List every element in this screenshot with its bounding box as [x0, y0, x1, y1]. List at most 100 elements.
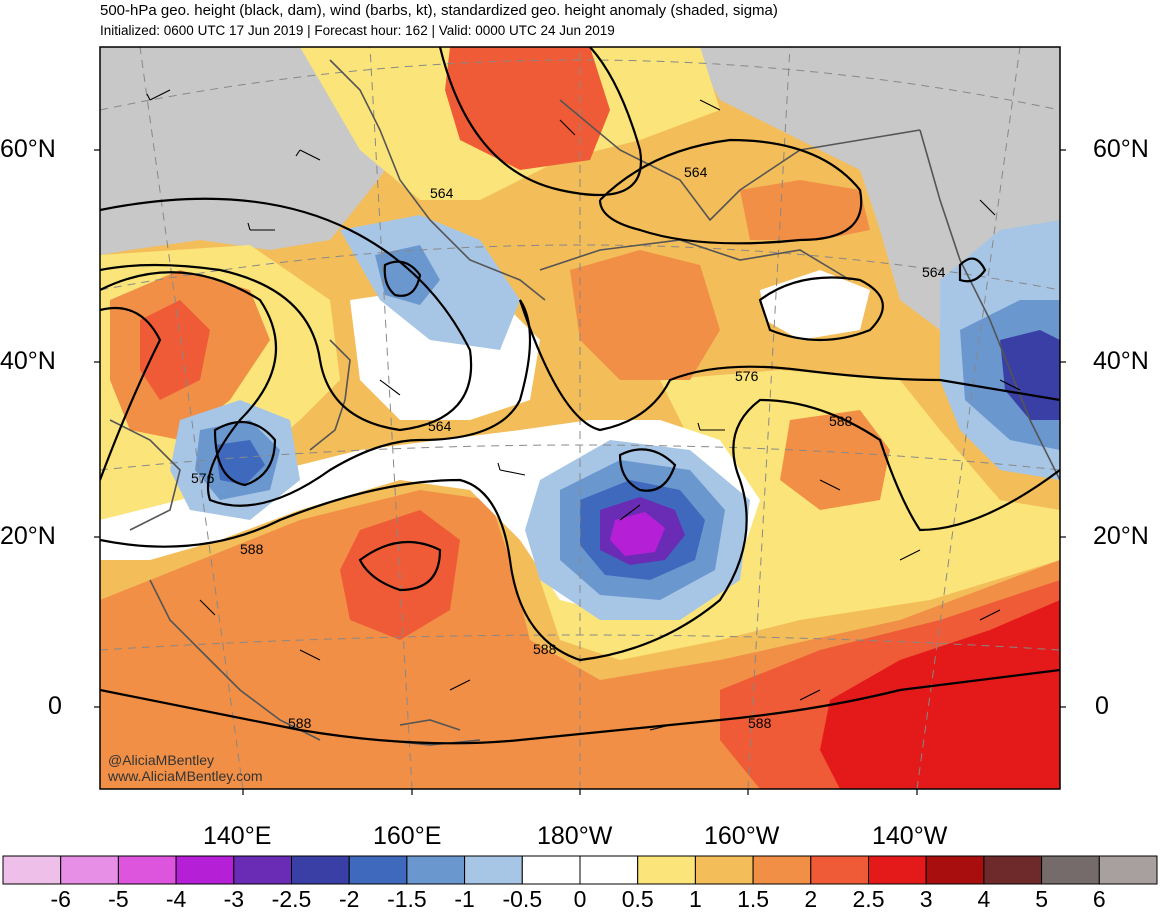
colorbar-label: -2.5	[271, 886, 312, 912]
lat-label-right: 20°N	[1093, 522, 1149, 550]
colorbar-swatch	[2, 855, 62, 885]
colorbar-swatch	[406, 855, 466, 885]
colorbar-label: 1.5	[737, 886, 770, 912]
height-contours	[100, 47, 1060, 745]
lat-label-left: 20°N	[0, 522, 56, 550]
colorbar-swatch	[868, 855, 927, 885]
coast-philippines	[149, 579, 321, 741]
colorbar-label: -5	[108, 886, 129, 912]
coast-china	[109, 419, 181, 531]
contour-label: 588	[829, 413, 853, 429]
lon-label: 140°W	[872, 822, 948, 850]
contour-label: 564	[684, 164, 708, 180]
anomaly-redorange-west	[140, 300, 210, 400]
coast-kamchatka	[329, 59, 546, 301]
coast-aleutians	[539, 239, 851, 281]
lat-label-right: 40°N	[1093, 347, 1149, 375]
colorbar-label: 0.5	[621, 886, 654, 912]
anomaly-blue-japan-core	[215, 440, 265, 485]
colorbar-label: 4	[977, 886, 991, 912]
anomaly-white-gulf	[760, 270, 870, 340]
coast-north-america	[919, 129, 1060, 481]
map-subtitle: Initialized: 0600 UTC 17 Jun 2019 | Fore…	[100, 23, 615, 38]
lon-label: 160°E	[373, 822, 442, 850]
colorbar-swatch	[810, 855, 869, 885]
lon-label: 140°E	[203, 822, 272, 850]
contour-east-low	[958, 257, 987, 283]
colorbar-label: -1.5	[387, 886, 427, 912]
colorbar-label: -2	[338, 886, 360, 912]
colorbar-label: 1	[688, 886, 702, 912]
colorbar-swatch	[694, 855, 754, 885]
contour-576-west	[100, 271, 532, 507]
credit-website: www.AliciaMBentley.com	[108, 768, 263, 784]
colorbar-label: 5	[1035, 886, 1048, 912]
anomaly-magenta-core	[610, 512, 665, 556]
contour-label: 588	[533, 641, 557, 657]
colorbar-swatch	[983, 855, 1043, 885]
contour-564-west	[100, 197, 473, 432]
contour-576-east	[518, 299, 1060, 432]
contour-labels: 564 564 564 564 576 576 588 588 588 588 …	[191, 164, 946, 731]
colorbar-label: 2	[804, 886, 818, 912]
contour-label: 564	[428, 418, 452, 434]
colorbar-swatch	[752, 855, 812, 885]
wind-barb-set	[146, 89, 1021, 731]
contour-label: 576	[191, 470, 215, 486]
colorbar-swatch	[1098, 855, 1158, 885]
contour-label: 588	[288, 715, 312, 731]
colorbar-label: -4	[165, 886, 187, 912]
colorbar-label: 0	[573, 886, 587, 912]
lat-label-left: 60°N	[0, 135, 56, 163]
contour-576-asia	[100, 306, 162, 481]
contour-label: 576	[735, 368, 759, 384]
contour-label: 588	[748, 715, 772, 731]
anomaly-red-southeast	[820, 600, 1060, 789]
colorbar-label: 3	[919, 886, 933, 912]
contour-dateline-low	[618, 448, 677, 492]
contour-564-alaska	[598, 138, 863, 245]
gridline-160w	[747, 47, 791, 789]
contour-588-south	[100, 668, 1060, 745]
anomaly-orange-alaska	[740, 180, 870, 240]
colorbar-swatch	[348, 855, 408, 885]
lat-label-right: 60°N	[1093, 135, 1149, 163]
gridline-160e	[369, 47, 413, 789]
lon-label: 160°W	[704, 822, 780, 850]
contour-gulf-low	[758, 276, 884, 342]
colorbar-swatch	[175, 855, 235, 885]
colorbar-swatch	[464, 855, 523, 885]
lat-label-left: 40°N	[0, 347, 56, 375]
colorbar-swatch	[637, 855, 696, 885]
anomaly-redorange-north	[445, 47, 610, 170]
colorbar-swatch	[117, 855, 177, 885]
contour-576-low	[213, 420, 277, 487]
lon-label: 180°W	[537, 822, 613, 850]
colorbar-label: -1	[454, 886, 475, 912]
colorbar-swatch	[233, 855, 293, 885]
wind-barbs	[146, 89, 1021, 731]
colorbar-swatch	[579, 855, 639, 885]
contour-588-high	[358, 540, 442, 592]
colorbar-label: -3	[223, 886, 245, 912]
coastlines	[109, 59, 1060, 746]
colorbar-swatch	[291, 855, 350, 885]
contour-588-north	[100, 398, 1060, 662]
colorbar-swatch	[925, 855, 985, 885]
contour-564-north	[438, 47, 643, 197]
colorbar	[2, 855, 1158, 885]
colorbar-label: -6	[50, 886, 71, 912]
coast-alaska	[559, 99, 921, 222]
map-ticks	[94, 149, 1066, 795]
contour-label: 564	[922, 264, 946, 280]
colorbar-label: 6	[1092, 886, 1106, 912]
contour-564-low	[383, 260, 422, 297]
colorbar-swatch	[521, 855, 581, 885]
coast-islands	[399, 719, 461, 731]
colorbar-label: 2.5	[852, 886, 885, 912]
graticule	[100, 47, 1060, 789]
colorbar-swatch	[1041, 855, 1100, 885]
lat-label-left: 0	[48, 692, 62, 720]
coast-japan	[309, 339, 351, 451]
